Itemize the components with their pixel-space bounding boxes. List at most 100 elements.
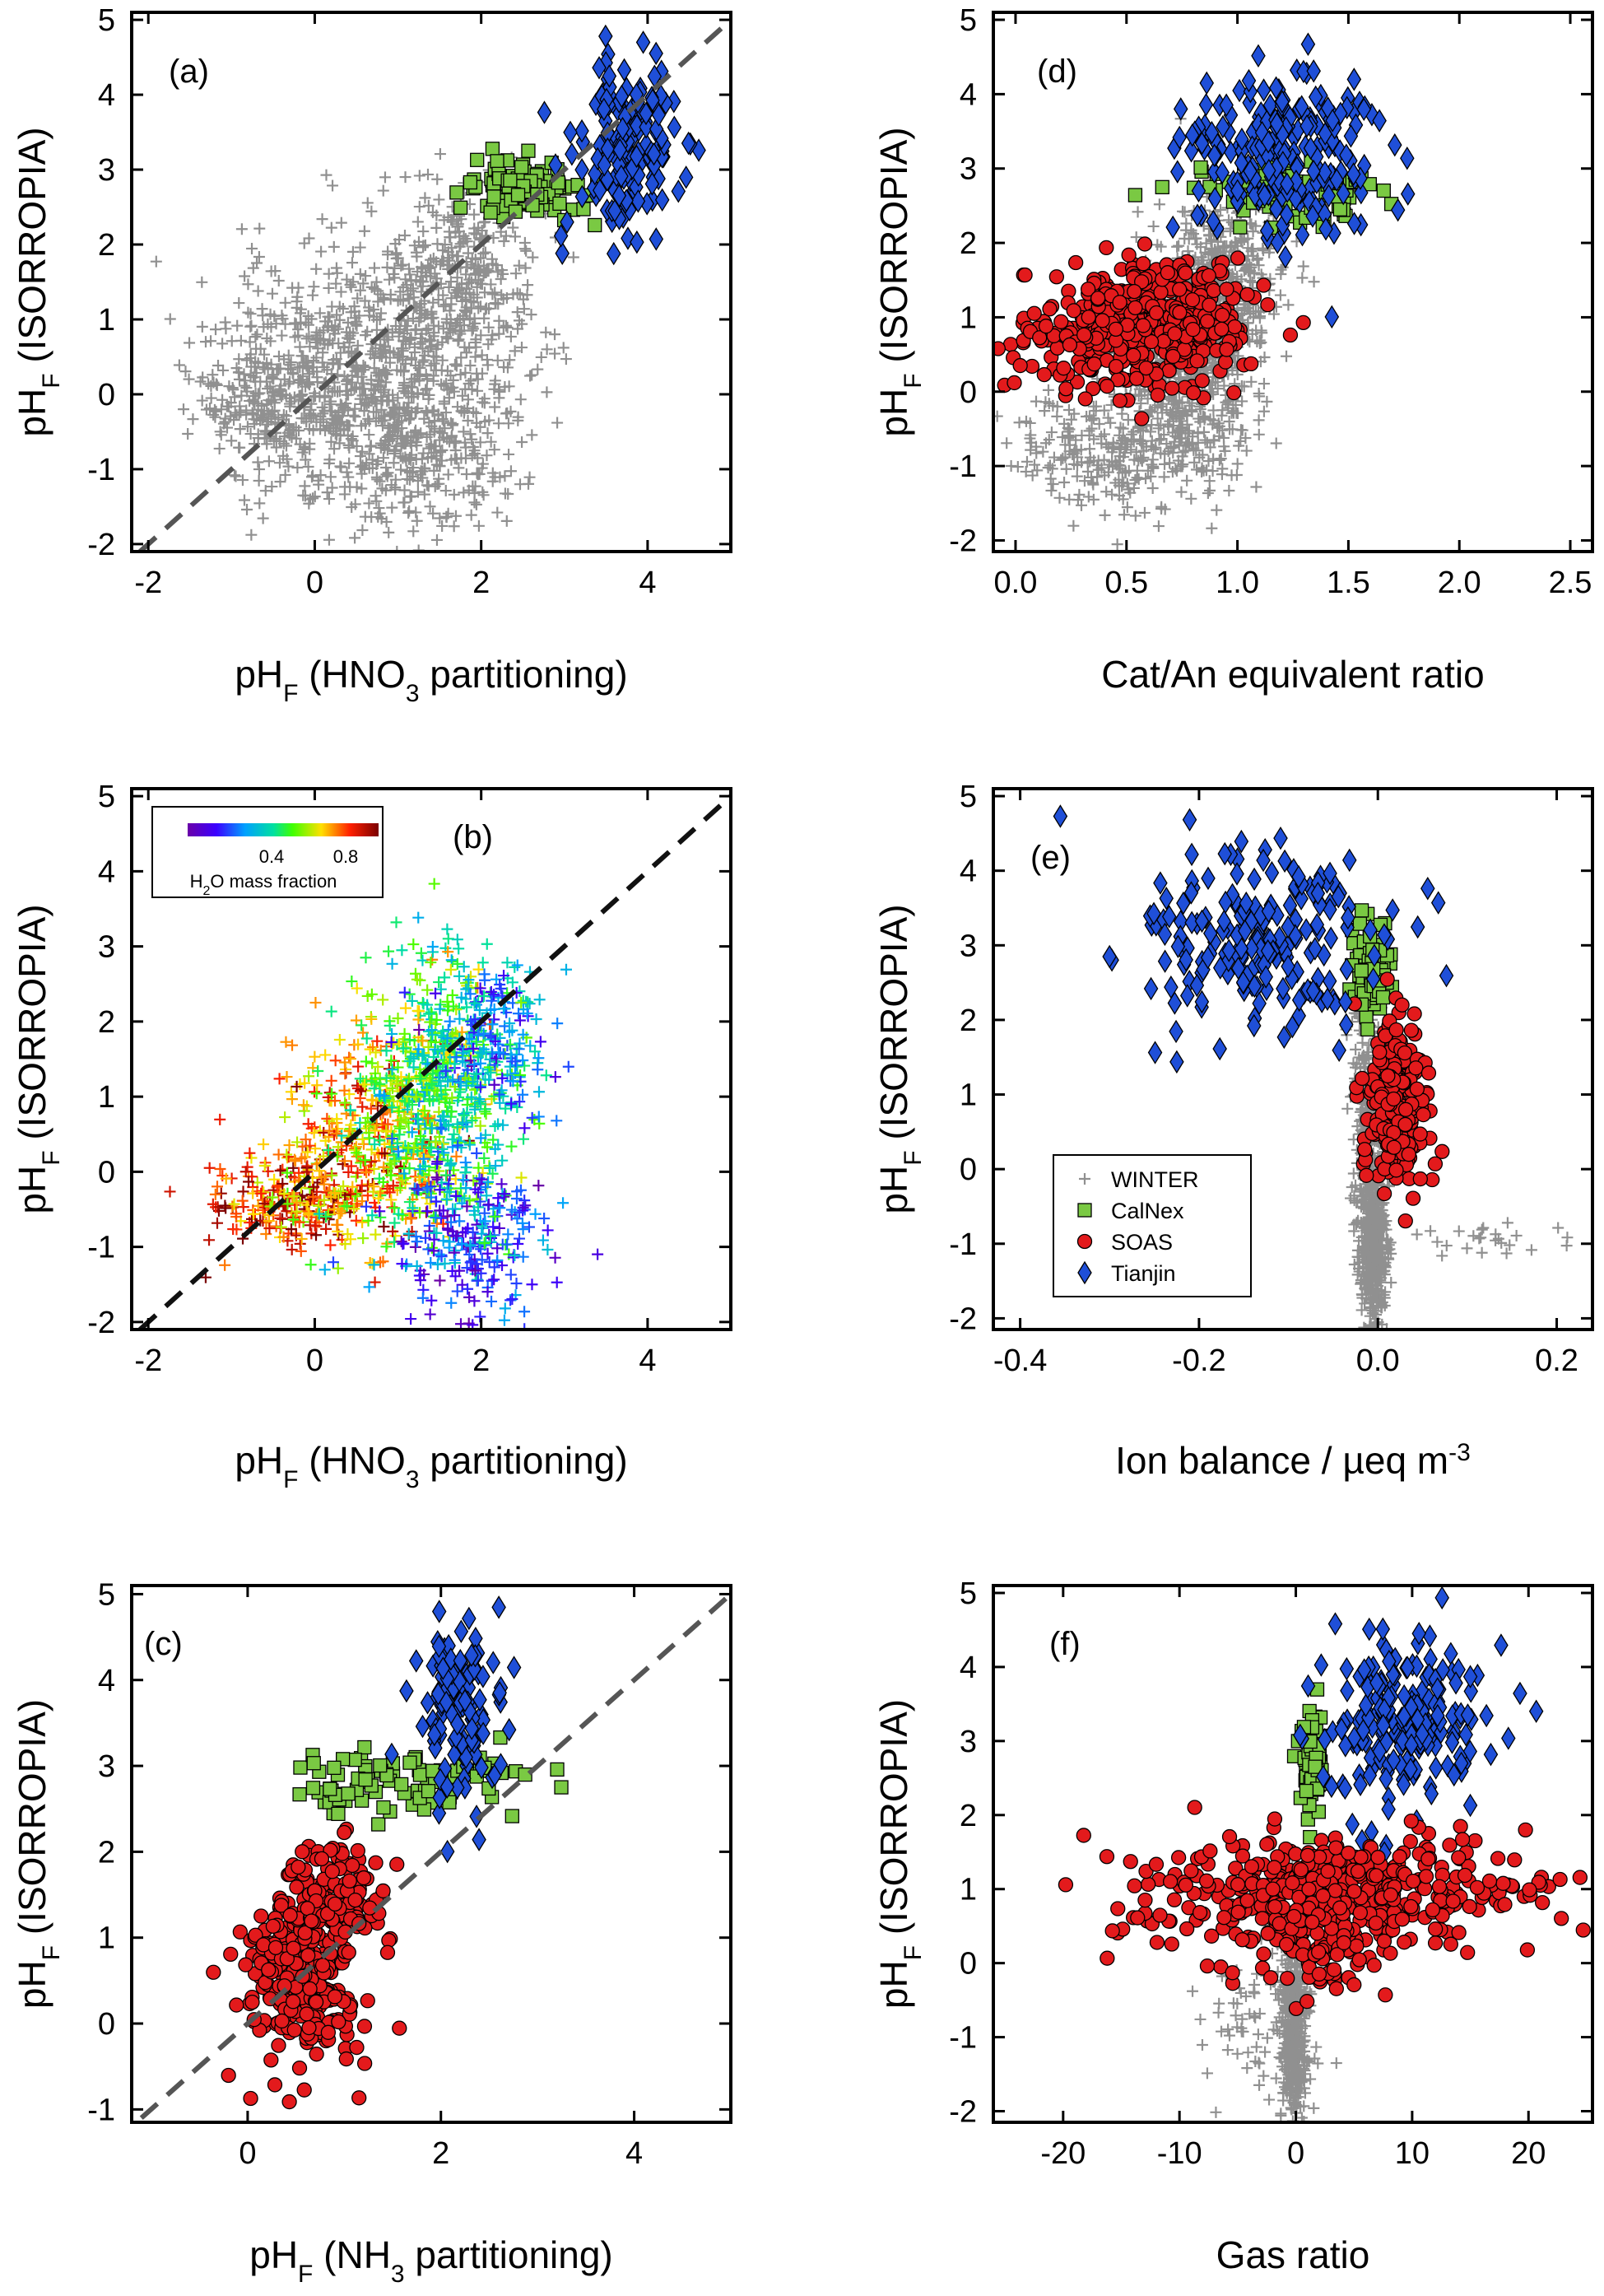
data-point-plus [459,1157,472,1169]
data-point-plus [334,460,346,473]
data-point-plus [480,1181,492,1193]
data-point-plus [464,360,477,372]
data-point-plus [409,967,421,980]
data-point-diamond [574,158,589,182]
data-point-diamond [399,1679,414,1703]
data-point-plus [482,1176,495,1188]
data-point-plus [463,974,475,986]
data-point-plus [359,1154,371,1167]
data-point-diamond [606,241,621,266]
data-point-plus [1100,486,1113,498]
one-to-one-line [138,794,731,1330]
data-point-plus [244,369,257,381]
data-point-plus [378,1161,390,1173]
data-point-plus [498,1314,510,1326]
data-point-plus [416,342,429,355]
data-point-plus [529,1208,542,1220]
data-point-plus [436,412,449,425]
data-point-plus [475,1132,487,1144]
data-point-plus [353,310,365,322]
data-point-plus [403,473,416,486]
data-point-circle [232,1924,249,1940]
data-point-plus [332,1218,344,1231]
x-tick-label: 0 [239,2136,256,2171]
data-point-diamond [635,30,651,54]
data-point-plus [289,331,301,343]
data-point-plus [448,1128,460,1140]
data-point-circle [324,1864,340,1879]
data-point-plus [230,470,242,482]
data-point-plus [1146,482,1159,495]
data-point-plus [1043,398,1055,410]
x-tick-label: 2 [472,566,490,600]
data-point-plus [331,1127,343,1139]
data-point-plus [179,366,192,378]
data-point-plus [515,996,528,1008]
data-point-plus [486,329,499,342]
data-point-plus [369,1125,381,1137]
data-point-plus [411,973,423,985]
data-point-plus [423,1141,435,1153]
data-point-plus [326,412,338,425]
data-point-plus [444,1185,456,1198]
data-point-plus [489,1143,501,1155]
data-point-plus [414,1274,426,1287]
data-point-plus [424,501,436,513]
data-point-plus [1048,451,1060,463]
data-point-plus [502,417,514,430]
data-point-diamond [649,227,664,251]
data-point-plus [439,239,451,251]
data-point-plus [381,395,393,408]
data-point-plus [389,444,402,456]
data-point-diamond [565,142,579,166]
data-point-plus [470,228,482,240]
data-point-plus [453,1076,465,1088]
data-point-plus [331,1113,343,1125]
data-point-plus [344,326,356,338]
data-point-plus [411,265,424,277]
data-point-plus [447,1000,459,1013]
data-point-plus [481,302,493,314]
data-point-plus [454,369,467,381]
data-point-plus [351,364,364,376]
data-point-plus [368,1162,380,1175]
data-point-plus [238,368,250,380]
data-point-plus [235,223,248,235]
data-point-plus [290,1215,302,1227]
data-point-plus [1236,395,1248,408]
data-point-plus [1155,240,1167,253]
data-point-plus [479,246,491,258]
y-tick-label: 5 [98,780,115,814]
data-point-diamond [450,1776,465,1800]
data-point-plus [443,392,455,404]
data-point-plus [422,199,435,212]
data-point-plus [443,226,455,238]
data-point-plus [303,330,315,342]
data-point-plus [407,525,420,538]
data-point-plus [374,1205,386,1218]
data-point-plus [403,1073,416,1085]
data-point-plus [325,435,337,448]
data-point-plus [1093,418,1105,431]
data-point-plus [471,1218,483,1231]
data-point-plus [386,501,398,514]
data-point-plus [411,515,423,527]
data-point-plus [244,336,256,348]
data-point-plus [409,359,421,371]
data-point-plus [356,459,369,472]
data-point-plus [325,1005,337,1018]
data-point-plus [309,1219,321,1232]
data-point-plus [388,1217,401,1229]
data-point-diamond [453,1648,468,1673]
data-point-plus [495,272,507,285]
data-point-circle [238,1957,253,1972]
data-point-plus [458,1192,471,1204]
data-point-plus [419,239,431,251]
data-point-plus [1132,206,1144,218]
data-point-plus [535,351,547,363]
data-point-plus [441,923,453,935]
data-point-plus [460,1079,472,1092]
data-point-plus [485,278,497,291]
data-point-plus [199,1271,212,1283]
data-point-diamond [553,224,569,248]
